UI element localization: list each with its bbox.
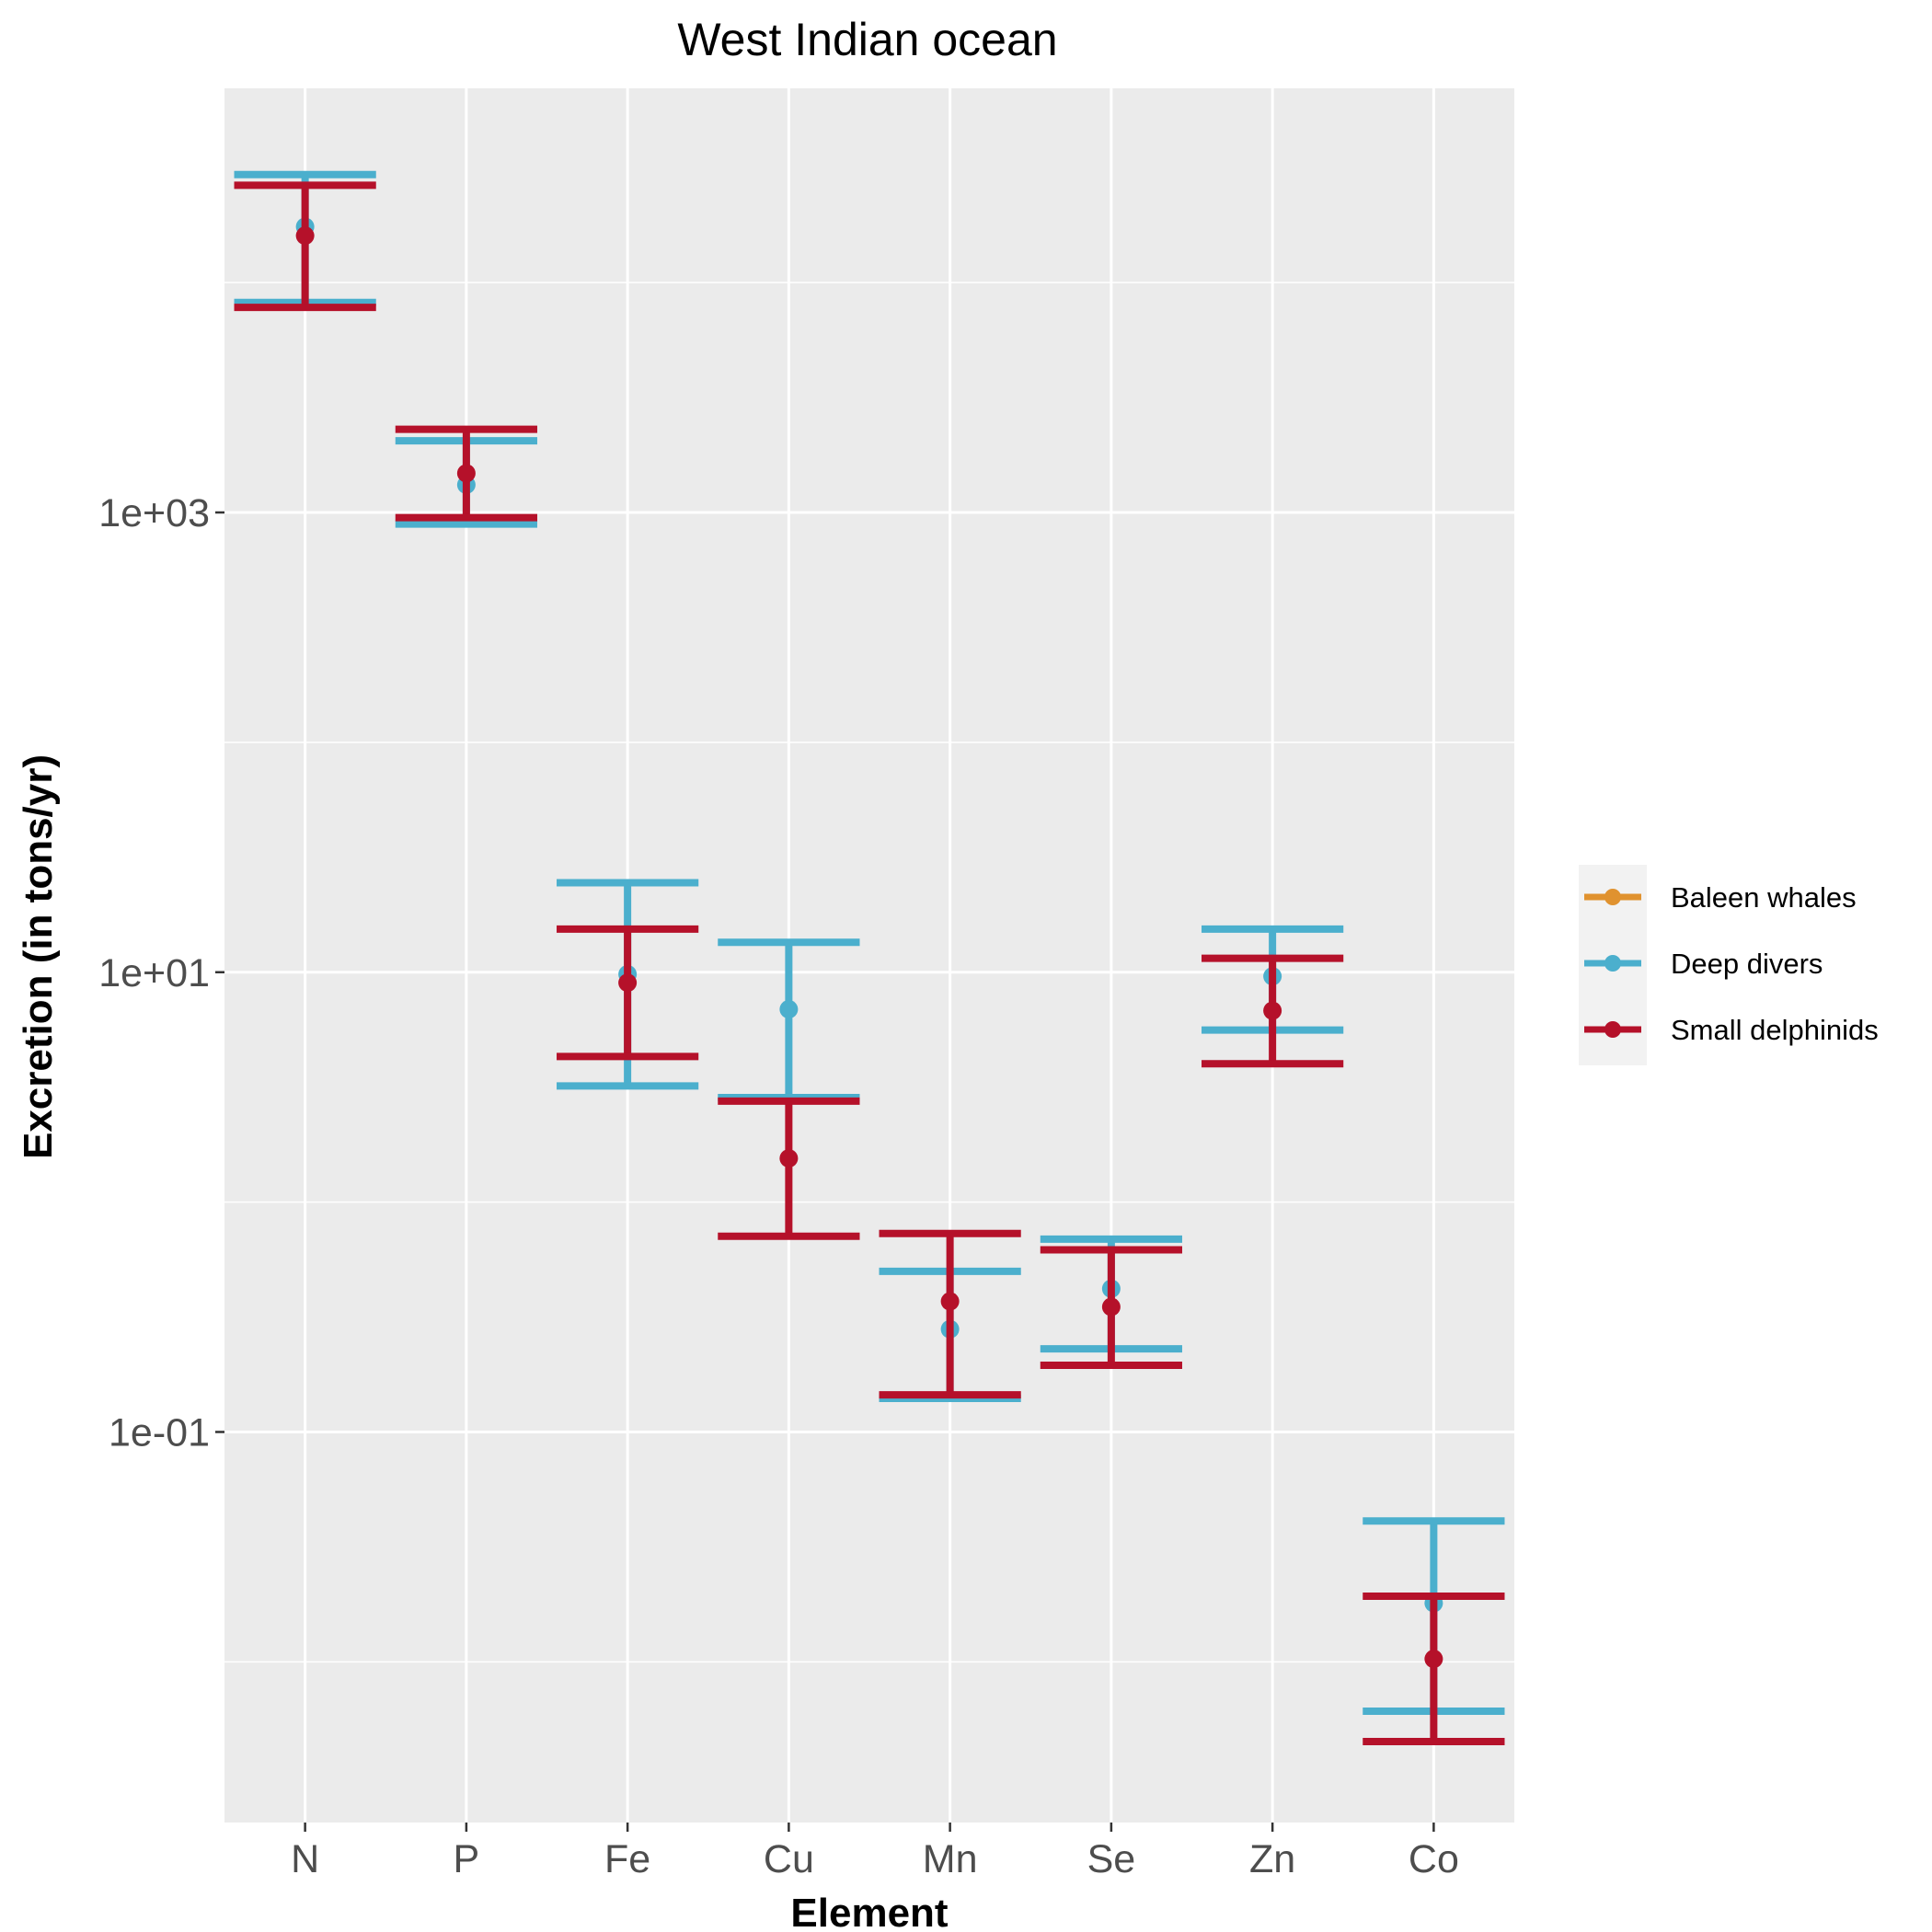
y-axis-title: Excretion (in tons/yr) bbox=[16, 754, 61, 1159]
y-axis: 1e-01 1e+01 1e+03 bbox=[98, 491, 224, 1455]
x-tick-label: Se bbox=[1087, 1837, 1136, 1881]
legend-key-point bbox=[1604, 889, 1621, 905]
x-tick-label: N bbox=[291, 1837, 319, 1881]
legend-label: Small delphinids bbox=[1671, 1014, 1879, 1046]
legend: Baleen whales Deep divers Small delphinids bbox=[1579, 865, 1879, 1065]
data-point bbox=[940, 1292, 960, 1311]
data-point bbox=[1263, 1001, 1282, 1020]
data-point bbox=[779, 1149, 799, 1168]
x-axis-title: Element bbox=[790, 1891, 949, 1932]
data-point bbox=[1101, 1297, 1121, 1317]
y-tick-label: 1e+03 bbox=[98, 491, 210, 535]
y-tick-label: 1e-01 bbox=[109, 1410, 210, 1455]
data-point bbox=[618, 973, 638, 993]
legend-key-point bbox=[1604, 1021, 1621, 1038]
x-axis: N P Fe Cu Mn Se Zn Co bbox=[291, 1823, 1459, 1881]
data-point bbox=[295, 226, 315, 246]
x-tick-label: Fe bbox=[604, 1837, 650, 1881]
x-tick-label: Mn bbox=[923, 1837, 978, 1881]
x-tick-label: P bbox=[454, 1837, 480, 1881]
x-tick-label: Cu bbox=[764, 1837, 814, 1881]
chart-title: West Indian ocean bbox=[677, 14, 1057, 65]
data-point bbox=[779, 1000, 799, 1019]
x-tick-label: Co bbox=[1409, 1837, 1459, 1881]
data-point bbox=[1424, 1650, 1443, 1669]
x-tick-label: Zn bbox=[1249, 1837, 1295, 1881]
legend-label: Baleen whales bbox=[1671, 881, 1857, 914]
data-marks bbox=[234, 170, 1505, 1746]
legend-label: Deep divers bbox=[1671, 948, 1823, 980]
y-tick-label: 1e+01 bbox=[98, 951, 210, 995]
data-point bbox=[456, 464, 476, 483]
legend-key-point bbox=[1604, 955, 1621, 972]
